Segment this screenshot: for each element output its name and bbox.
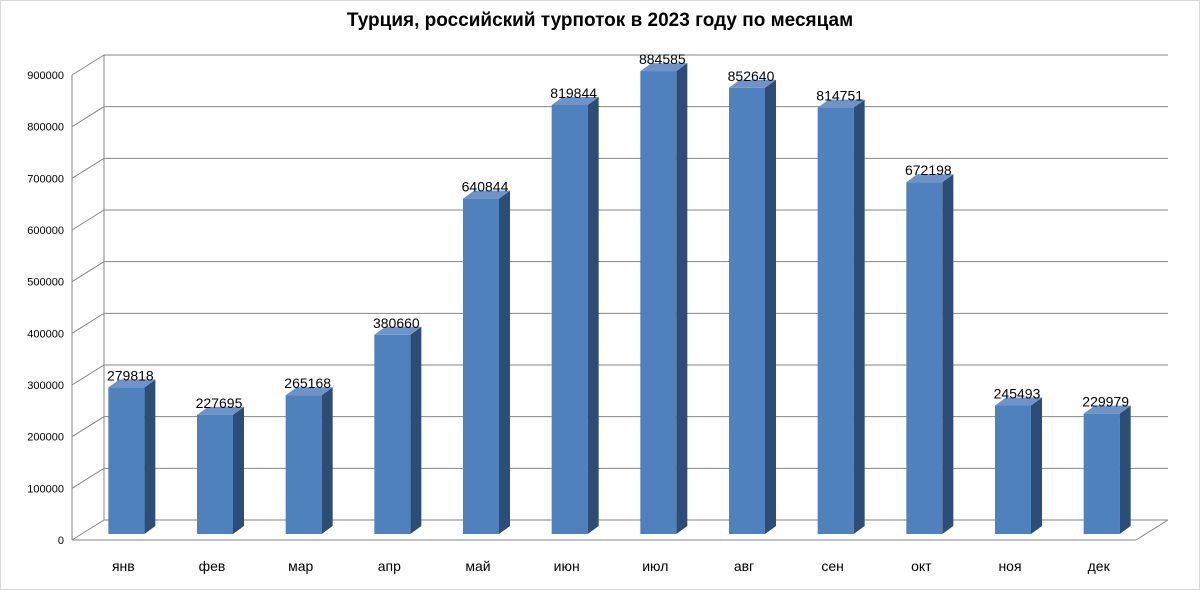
data-label: 229979: [1082, 394, 1129, 410]
y-tick-label: 400000: [27, 328, 64, 340]
data-label: 227695: [196, 395, 243, 411]
y-tick-label: 700000: [27, 173, 64, 185]
bar-front: [108, 387, 145, 534]
bar-top: [463, 190, 510, 199]
data-label: 819844: [550, 85, 597, 101]
bar-front: [729, 87, 765, 534]
bar-side: [233, 406, 244, 534]
bar-front: [906, 182, 943, 535]
bar-side: [144, 379, 156, 534]
data-label: 814751: [816, 88, 863, 104]
bar-top: [995, 397, 1042, 406]
y-tick-label: 100000: [27, 483, 64, 495]
bar-top: [729, 79, 776, 88]
bar-top: [551, 96, 599, 105]
y-tick-label: 500000: [27, 277, 64, 289]
bar-фев: [197, 406, 244, 534]
bar-сен: [817, 99, 865, 534]
bar-side: [499, 190, 510, 534]
bar-top: [817, 99, 865, 108]
bar-top: [374, 326, 422, 335]
bar-авг: [729, 79, 776, 534]
gridline: [71, 312, 1168, 334]
x-tick-label: июл: [642, 558, 668, 574]
bar-апр: [374, 326, 422, 534]
x-tick-label: янв: [112, 558, 135, 574]
bar-front: [285, 395, 322, 534]
bar-top: [640, 63, 688, 72]
grid-layer: [71, 54, 1169, 541]
bar-мар: [285, 387, 333, 534]
bar-side: [676, 63, 688, 534]
x-tick-label: дек: [1088, 558, 1111, 574]
gridline: [71, 106, 1168, 128]
bar-side: [587, 96, 599, 534]
y-tick-label: 800000: [27, 122, 64, 134]
bar-июл: [640, 63, 688, 534]
labels-layer: 0 100000 200000 300000 400000 500000 600000 700…: [27, 51, 1129, 574]
bar-side: [1119, 405, 1131, 534]
data-label: 884585: [639, 51, 686, 67]
x-tick-label: окт: [911, 558, 932, 574]
bar-side: [942, 174, 954, 535]
gridline: [71, 54, 1168, 76]
x-tick-label: сен: [821, 558, 844, 574]
data-label: 380660: [373, 315, 420, 331]
y-tick-label: 600000: [27, 225, 64, 237]
bar-top: [285, 387, 333, 396]
bar-май: [463, 190, 510, 534]
bar-front: [463, 198, 499, 534]
data-label: 852640: [728, 68, 775, 84]
bar-side: [765, 79, 776, 534]
data-label: 245493: [994, 386, 1041, 402]
bar-top: [197, 406, 244, 415]
gridline: [71, 157, 1168, 179]
bar-front: [640, 71, 677, 534]
floor-right-edge: [1135, 519, 1169, 541]
bar-июн: [551, 96, 599, 534]
bar-side: [1031, 397, 1042, 534]
gridline: [71, 261, 1168, 283]
x-tick-label: ноя: [998, 558, 1021, 574]
x-tick-label: апр: [378, 558, 401, 574]
y-tick-label: 0: [58, 535, 64, 547]
bar-side: [853, 99, 865, 534]
bar-top: [108, 379, 156, 388]
chart-title: Турция, российский турпоток в 2023 году …: [346, 10, 854, 31]
bar-окт: [906, 174, 954, 535]
bar-ноя: [995, 397, 1042, 534]
bar-дек: [1083, 405, 1131, 534]
bar-front: [995, 405, 1031, 534]
bar-янв: [108, 379, 156, 534]
y-tick-label: 300000: [27, 380, 64, 392]
x-tick-label: авг: [734, 558, 754, 574]
bar-front: [551, 104, 588, 534]
bar-front: [197, 414, 233, 534]
y-tick-label: 200000: [27, 432, 64, 444]
bar-top: [1083, 405, 1131, 414]
gridline: [71, 209, 1168, 231]
x-tick-label: мар: [288, 558, 313, 574]
bar-front: [374, 334, 411, 534]
x-tick-label: май: [465, 558, 490, 574]
data-label: 279818: [107, 368, 154, 384]
x-tick-label: фев: [199, 558, 226, 574]
data-label: 265168: [284, 375, 331, 391]
data-label: 640844: [462, 179, 509, 195]
x-tick-label: июн: [554, 558, 580, 574]
gridline: [71, 364, 1168, 386]
bar-front: [817, 107, 854, 534]
y-tick-label: 900000: [27, 70, 64, 82]
bar-front: [1083, 413, 1120, 534]
bars-layer: [108, 63, 1131, 535]
data-label: 672198: [905, 162, 952, 178]
bar-side: [410, 326, 422, 534]
bar-side: [321, 387, 333, 534]
bar-top: [906, 174, 954, 183]
